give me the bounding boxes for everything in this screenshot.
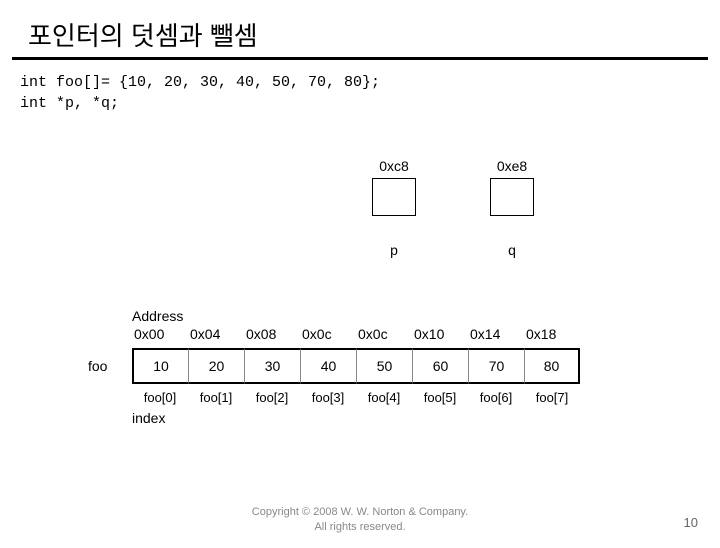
addr-cell: 0x08 [244,326,300,342]
index-cell: foo[4] [356,390,412,405]
array-cell: 70 [468,348,524,384]
array-cell: 50 [356,348,412,384]
title-bar: 포인터의 덧셈과 뺄셈 [12,8,708,60]
index-cell: foo[6] [468,390,524,405]
pointer-addr-label: 0xe8 [497,158,527,174]
addr-cell: 0x10 [412,326,468,342]
addr-cell: 0x04 [188,326,244,342]
addr-cell: 0x00 [132,326,188,342]
array-cell: 10 [132,348,188,384]
page-title: 포인터의 덧셈과 뺄셈 [28,16,692,53]
addr-cell: 0x0c [356,326,412,342]
addr-cell: 0x18 [524,326,580,342]
index-cell: foo[5] [412,390,468,405]
pointer-q: 0xe8 q [488,158,536,258]
footer-line: Copyright © 2008 W. W. Norton & Company. [0,505,720,519]
address-row: 0x00 0x04 0x08 0x0c 0x0c 0x10 0x14 0x18 [132,326,580,342]
array-cell: 60 [412,348,468,384]
addr-cell: 0x14 [468,326,524,342]
pointer-box [490,178,534,216]
footer-line: All rights reserved. [0,520,720,534]
pointer-addr-label: 0xc8 [379,158,409,174]
index-cell: foo[7] [524,390,580,405]
page-number: 10 [684,515,698,530]
index-cell: foo[2] [244,390,300,405]
array-cell: 20 [188,348,244,384]
address-header: Address [132,308,183,324]
index-cell: foo[0] [132,390,188,405]
footer: Copyright © 2008 W. W. Norton & Company.… [0,505,720,534]
addr-cell: 0x0c [300,326,356,342]
array-cell: 40 [300,348,356,384]
index-row: foo[0] foo[1] foo[2] foo[3] foo[4] foo[5… [132,390,580,405]
index-cell: foo[1] [188,390,244,405]
array-cell: 80 [524,348,580,384]
pointer-boxes: 0xc8 p 0xe8 q [370,158,536,258]
index-label: index [132,410,165,426]
pointer-box [372,178,416,216]
pointer-p: 0xc8 p [370,158,418,258]
array-cell: 30 [244,348,300,384]
index-cell: foo[3] [300,390,356,405]
array-row: 10 20 30 40 50 60 70 80 [132,348,580,384]
array-label: foo [88,358,107,374]
code-block: int foo[]= {10, 20, 30, 40, 50, 70, 80};… [20,72,700,114]
pointer-var-label: q [508,242,516,258]
pointer-var-label: p [390,242,398,258]
